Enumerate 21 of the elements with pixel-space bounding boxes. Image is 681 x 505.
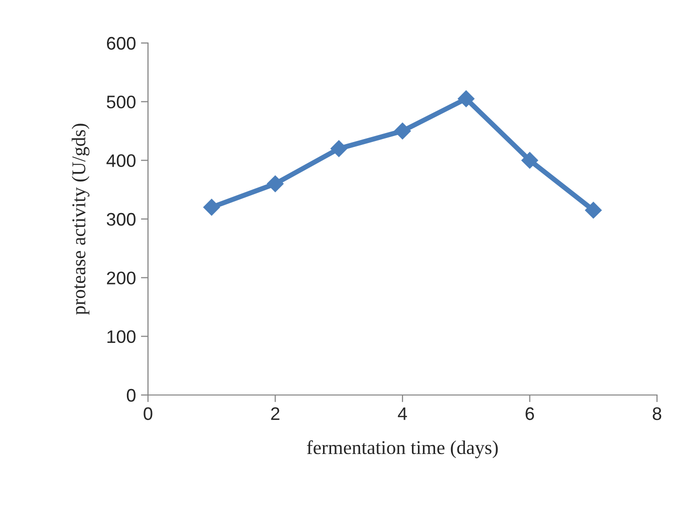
- y-axis-title: protease activity (U/gds): [72, 124, 90, 315]
- y-tick-label: 300: [106, 212, 136, 226]
- y-tick-label: 100: [107, 330, 136, 344]
- y-tick-label: 0: [126, 388, 136, 402]
- point: [585, 202, 602, 219]
- y-tick-label: 400: [106, 154, 136, 168]
- x-tick-label: 6: [526, 407, 534, 420]
- y-tick-label: 500: [106, 96, 136, 108]
- point: [266, 175, 284, 192]
- x-tick-label: 8: [652, 407, 662, 420]
- point: [394, 122, 411, 140]
- point: [203, 198, 220, 216]
- point: [458, 90, 474, 108]
- x-axis-title: fermentation time (days): [306, 440, 498, 458]
- point: [521, 152, 538, 169]
- y-tick-label: 200: [106, 272, 136, 284]
- point: [330, 140, 348, 157]
- x-tick-label: 2: [271, 407, 280, 420]
- x-tick-label: 0: [144, 407, 152, 420]
- y-tick-label: 600: [106, 36, 136, 50]
- x-tick-label: 4: [398, 407, 407, 420]
